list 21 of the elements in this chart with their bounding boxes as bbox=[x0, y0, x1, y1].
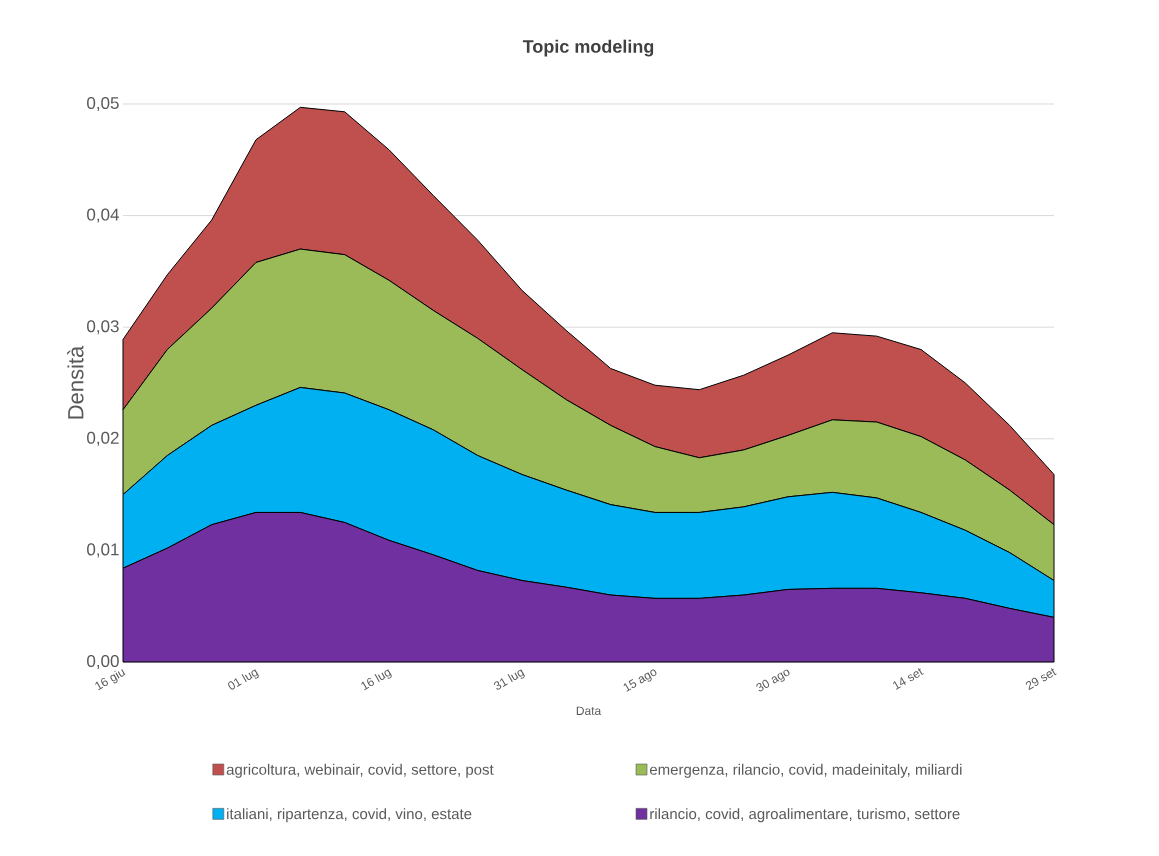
x-tick-label: 16 lug bbox=[361, 669, 392, 691]
y-tick-label: 0,04 bbox=[87, 208, 119, 223]
legend-label: emergenza, rilancio, covid, madeinitaly, miliardi bbox=[649, 763, 962, 778]
y-axis-title: Densità bbox=[67, 345, 84, 419]
legend-label: agricoltura, webinair, covid, settore, post bbox=[226, 763, 494, 778]
chart-title: Topic modeling bbox=[522, 39, 654, 57]
x-tick-label: 31 lug bbox=[493, 669, 525, 690]
x-tick-label: 29 set bbox=[1025, 668, 1057, 691]
y-tick-label: 0,05 bbox=[87, 96, 119, 112]
y-tick-label: 0,03 bbox=[87, 320, 119, 335]
x-tick-label: 14 set bbox=[893, 667, 924, 690]
x-tick-label: 01 lug bbox=[228, 669, 259, 690]
x-tick-label: 15 ago bbox=[623, 669, 657, 692]
legend-label: rilancio, covid, agroalimentare, turismo, settore bbox=[650, 808, 960, 823]
y-tick-label: 0,02 bbox=[87, 431, 119, 446]
x-tick-label: 30 ago bbox=[756, 669, 790, 692]
y-tick-label: 0,00 bbox=[87, 654, 119, 670]
x-axis-title: Data bbox=[576, 706, 602, 716]
legend-label: italiani, ripartenza, covid, vino, estate bbox=[227, 808, 472, 823]
x-tick-label: 16 giu bbox=[95, 669, 126, 691]
y-tick-label: 0,01 bbox=[87, 543, 119, 558]
